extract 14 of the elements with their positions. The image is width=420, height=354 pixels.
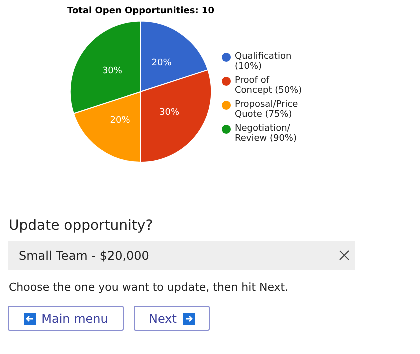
data-label: 30%	[160, 108, 180, 118]
text: Update opportunity?	[9, 218, 154, 234]
legend-label: Proof of Concept (50%)	[235, 76, 304, 96]
text: Main menu	[8, 306, 124, 331]
legend-label: Proposal/Price Quote (75%)	[235, 100, 300, 120]
chart-title: Total Open Opportunities: 10	[68, 6, 214, 17]
data-label: 20%	[152, 58, 172, 69]
data-label: 30%	[102, 66, 123, 76]
text: Small Team - $20,000	[8, 241, 355, 270]
legend-label: Qualification (10%)	[235, 52, 293, 72]
legend-label: Negotiation/ Review (90%)	[235, 124, 298, 144]
text: Next	[134, 306, 210, 331]
data-label: 20%	[110, 116, 131, 126]
text: Choose the one you want to update, then hit Next.	[9, 281, 289, 294]
